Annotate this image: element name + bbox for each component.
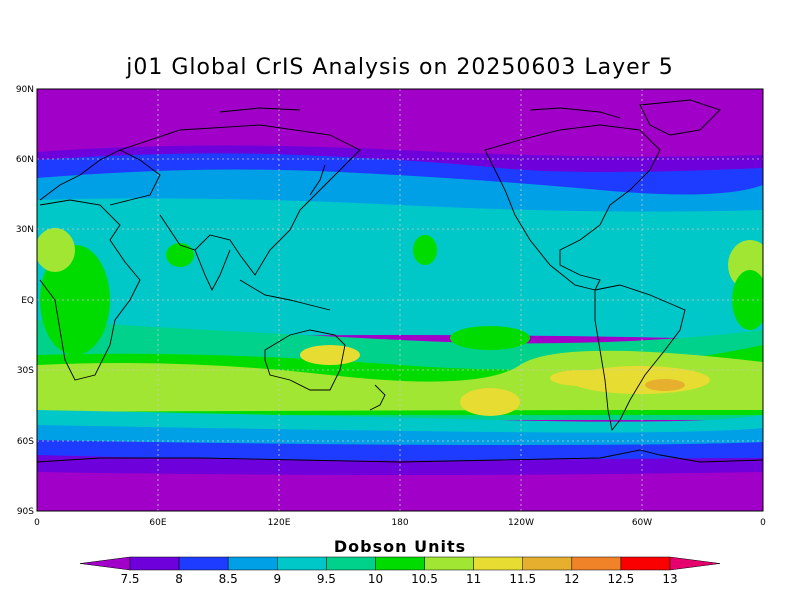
map-frame [36,88,764,512]
colorbar-swatch [326,556,376,571]
colorbar-swatch [473,556,523,571]
colorbar-tick-label: 11.5 [509,572,536,586]
lat-label: 30N [16,225,34,235]
colorbar-tick-label: 9 [273,572,281,586]
colorbar-arrow-low [79,556,131,571]
map-title: j01 Global CrIS Analysis on 20250603 Lay… [126,55,674,80]
colorbar: 7.5 8 8.5 9 9.5 10 10.5 11 11.5 12 12.5 13 [79,556,721,586]
lon-label: 0 [34,518,40,528]
lat-label: 30S [17,366,34,376]
lat-label: 60N [16,155,34,165]
colorbar-tick-label: 9.5 [317,572,336,586]
colorbar-swatch [129,556,180,571]
colorbar-tick-label: 8 [175,572,183,586]
colorbar-tick-label: 11 [466,572,481,586]
colorbar-tick-label: 7.5 [120,572,139,586]
lat-label: EQ [21,296,34,306]
lon-label: 120W [508,518,534,528]
colorbar-swatch [227,556,278,571]
colorbar-tick-label: 12.5 [608,572,635,586]
lon-label: 60E [149,518,166,528]
lat-axis: 90N 60N 30N EQ 30S 60S 90S [16,85,34,517]
colorbar-swatch [424,556,474,571]
colorbar-tick-label: 12 [564,572,579,586]
colorbar-swatch [571,556,622,571]
colorbar-swatch [522,556,573,571]
colorbar-tick-label: 10 [368,572,383,586]
lat-label: 60S [17,437,34,447]
colorbar-tick-label: 10.5 [411,572,438,586]
graticule [37,89,763,511]
colorbar-swatch [277,556,327,571]
lon-label: 0 [760,518,766,528]
lon-label: 180 [391,518,408,528]
lat-label: 90N [16,85,34,95]
colorbar-swatch [178,556,229,571]
legend-title: Dobson Units [333,537,467,556]
colorbar-tick-label: 13 [662,572,677,586]
colorbar-arrow-high [669,556,721,571]
colorbar-tick-label: 8.5 [219,572,238,586]
lon-label: 120E [268,518,291,528]
colorbar-swatch [375,556,425,571]
coastlines [37,99,763,463]
lon-axis: 0 60E 120E 180 120W 60W 0 [34,518,766,528]
lon-label: 60W [632,518,652,528]
lat-label: 90S [17,507,34,517]
colorbar-swatch [620,556,671,571]
